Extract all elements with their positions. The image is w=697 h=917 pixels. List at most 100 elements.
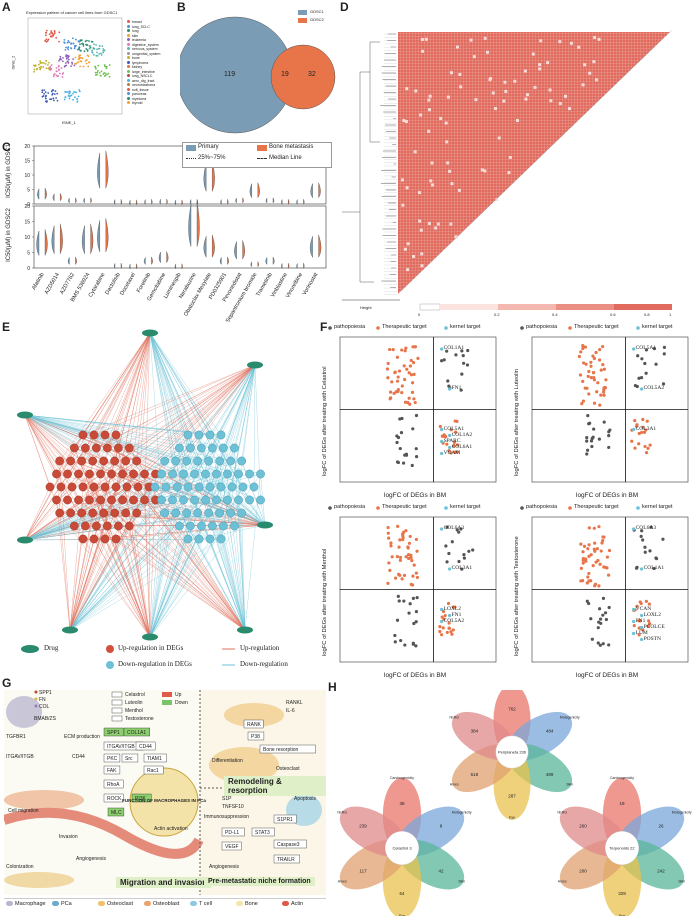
c-drug-label: Afatinib (31, 272, 46, 291)
g-label: Cell migration (8, 808, 39, 814)
f-point-patho (643, 545, 647, 549)
pathway-label: CD44 (139, 744, 152, 750)
node-up (114, 443, 123, 453)
tsne-point (108, 64, 111, 66)
f-point-patho (457, 530, 461, 534)
f-gene-label: COL5A2 (443, 617, 465, 624)
f-point-patho (460, 372, 464, 376)
pathway-label: Bone resorption (263, 747, 299, 753)
violin-bone (288, 263, 290, 269)
edge-up (107, 447, 246, 631)
f-point-target (412, 397, 416, 401)
petal-value: 42 (438, 869, 444, 874)
f-point-patho (414, 455, 419, 459)
node-up (78, 534, 88, 544)
f-point-patho (414, 620, 418, 624)
f-point-patho (395, 460, 400, 464)
pathway-label: RhoA (107, 782, 120, 788)
f-point-patho (411, 642, 415, 646)
g-left-legend: FN (39, 697, 46, 703)
panel-b: GDSC1 GDSC2 119 19 32 (180, 5, 340, 140)
violin-bone (90, 223, 94, 254)
tsne-point (86, 39, 88, 42)
pathway-box (273, 854, 300, 864)
c-ytick: 15 (24, 220, 30, 226)
pathway-label: MLC (111, 810, 122, 816)
pathway-box (221, 841, 242, 851)
tsne-point (52, 33, 55, 36)
tsne-point (98, 71, 101, 74)
tsne-point (89, 45, 92, 47)
tsne-legend-item: lymphoma (127, 60, 169, 66)
pathway-box (135, 741, 156, 751)
tsne-point (96, 71, 99, 74)
c-drug-label: Vorinostat (302, 272, 320, 297)
g-label: Invasion (59, 834, 78, 840)
node-up (132, 456, 142, 466)
edge-down (24, 414, 211, 436)
tsne-point (52, 89, 55, 92)
f-point-patho (597, 437, 601, 441)
node-up (122, 482, 132, 492)
f-point-patho (649, 525, 653, 529)
tsne-legend-item: bone (127, 56, 169, 61)
pathway-box (273, 839, 307, 849)
f-point-target (648, 443, 652, 447)
node-up (78, 430, 88, 440)
node-drug (237, 626, 253, 634)
f-point-patho (414, 644, 418, 648)
f-point-patho (445, 560, 449, 564)
edge-up (24, 414, 60, 462)
tsne-legend-item: thyroid (127, 101, 169, 106)
f-point-target (445, 630, 449, 635)
f-gene-label: VCAM (443, 449, 461, 456)
f-point-target (400, 384, 404, 388)
tsne-point (85, 59, 88, 61)
pathway-box (131, 793, 152, 803)
tsne-point (65, 46, 67, 49)
f-point-target (592, 376, 596, 380)
f-point-target (581, 550, 585, 554)
f-point-patho (462, 556, 466, 560)
edge-up (115, 434, 151, 638)
tsne-point (93, 43, 95, 46)
f-point-target (593, 541, 597, 545)
edge-down (24, 414, 176, 462)
tsne-legend-item: leukemia (127, 38, 169, 43)
f-point-target (644, 599, 649, 603)
node-down (219, 521, 228, 531)
tsne-point (63, 65, 66, 68)
f-point-target (630, 439, 634, 443)
panel-f: pathopoiesia Therapeutic target kernel tar… (318, 324, 696, 679)
tsne-point (66, 47, 69, 49)
node-down (171, 456, 181, 466)
f-point-target (642, 430, 647, 434)
f-point-target (398, 538, 402, 542)
tsne-point (106, 73, 108, 76)
f-point-patho (601, 613, 605, 617)
node-down (216, 430, 226, 440)
edge-up (115, 434, 246, 631)
edge-up (69, 460, 93, 631)
f-point-target (390, 555, 394, 559)
f-point-target (409, 358, 413, 363)
tsne-point (67, 39, 70, 42)
node-down (186, 443, 195, 453)
petal-label: hERG (557, 811, 567, 815)
c-legend-quartile: 25%~75% (198, 155, 226, 161)
pathway-label: PI3K (135, 796, 147, 802)
f-gene-label: VCAN (635, 605, 652, 612)
node-up (88, 456, 98, 466)
violin-primary (144, 199, 146, 205)
violin-primary (37, 188, 40, 200)
tsne-point (44, 62, 47, 65)
node-down (172, 482, 182, 492)
tsne-point (77, 40, 80, 43)
f-gene-label: COL6A3 (635, 525, 657, 531)
edge-up (93, 434, 151, 638)
edge-up (100, 499, 246, 631)
violin-primary (67, 256, 70, 265)
f-point-target (385, 367, 390, 371)
edge-up (93, 364, 256, 540)
